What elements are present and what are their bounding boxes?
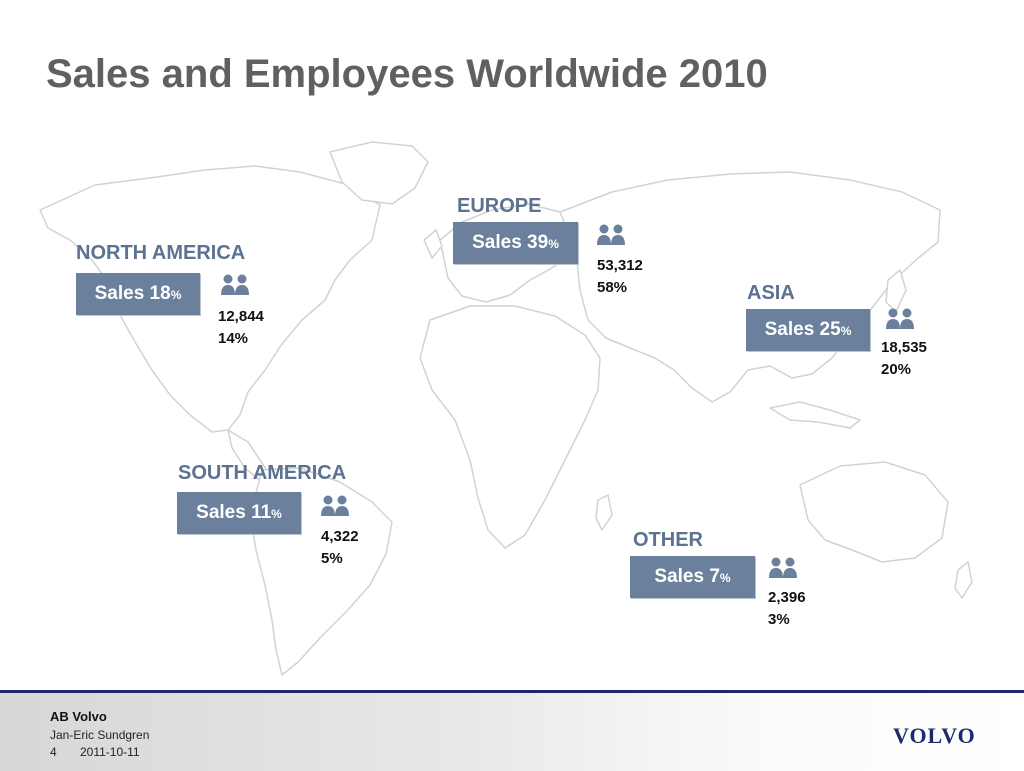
sales-box-other: Sales 7% (630, 556, 755, 598)
footer-author: Jan-Eric Sundgren (50, 728, 150, 742)
employee-share: 5% (321, 550, 343, 567)
sales-percent-sign: % (548, 237, 559, 251)
sales-percent-sign: % (271, 507, 282, 521)
sales-box-south-america: Sales 11% (177, 492, 301, 534)
sales-label: Sales 18 (94, 283, 171, 304)
footer-page-number: 4 (50, 745, 57, 759)
volvo-logo: VOLVO (893, 723, 976, 748)
sales-percent-sign: % (170, 288, 182, 302)
footer-date: 2011-10-11 (80, 745, 140, 759)
employee-stats-europe: 53,312 58% (597, 255, 643, 299)
footer-company: AB Volvo (50, 709, 107, 724)
slide-footer: AB Volvo Jan-Eric Sundgren 4 2011-10-11 … (0, 690, 1024, 771)
region-title-south-america: SOUTH AMERICA (178, 462, 347, 484)
region-title-europe: EUROPE (457, 195, 542, 217)
sales-label: Sales 25 (764, 319, 841, 340)
people-icon (597, 224, 625, 245)
people-icon (886, 308, 914, 329)
sales-label: Sales 11 (196, 502, 272, 523)
sales-box-asia: Sales 25% (746, 309, 870, 351)
employee-stats-south-america: 4,322 5% (321, 526, 359, 570)
region-title-asia: ASIA (747, 282, 795, 304)
sales-percent-sign: % (719, 571, 731, 585)
employee-count: 53,312 (597, 257, 643, 274)
employee-count: 2,396 (768, 589, 806, 606)
employee-stats-asia: 18,535 20% (881, 337, 927, 381)
employee-share: 3% (768, 611, 790, 628)
employee-share: 58% (597, 279, 628, 296)
people-icon (221, 274, 249, 295)
slide-title: Sales and Employees Worldwide 2010 (46, 52, 768, 96)
employee-count: 18,535 (881, 339, 927, 356)
employee-stats-north-america: 12,844 14% (218, 306, 264, 350)
employee-share: 14% (218, 330, 249, 347)
region-title-north-america: NORTH AMERICA (76, 242, 246, 264)
world-map (39, 141, 973, 676)
sales-box-north-america: Sales 18% (76, 273, 200, 315)
sales-label: Sales 39 (472, 232, 549, 253)
employee-count: 12,844 (218, 308, 264, 325)
employee-count: 4,322 (321, 528, 359, 545)
sales-label: Sales 7 (654, 566, 720, 587)
sales-box-europe: Sales 39% (453, 222, 578, 264)
employee-share: 20% (881, 361, 912, 378)
people-icon (769, 557, 797, 578)
region-title-other: OTHER (633, 529, 703, 551)
employee-stats-other: 2,396 3% (768, 587, 806, 631)
people-icon (321, 495, 349, 516)
sales-percent-sign: % (840, 324, 852, 338)
